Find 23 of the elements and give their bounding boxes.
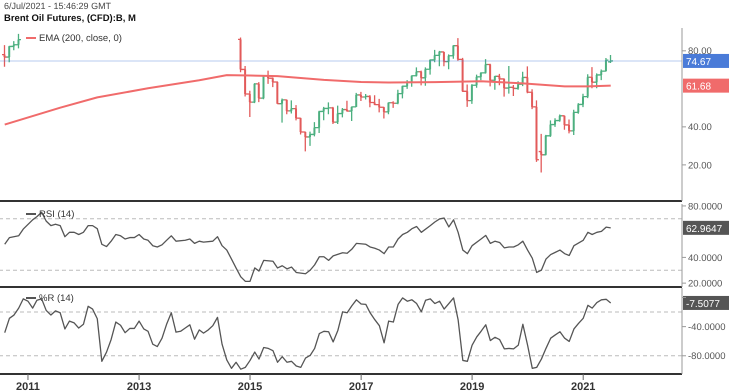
x-tick-label: 2011 bbox=[16, 380, 40, 392]
legend-label: %R (14) bbox=[38, 292, 75, 304]
x-tick-label: 2019 bbox=[460, 380, 484, 392]
text: -7.5077 bbox=[686, 298, 720, 310]
x-tick-label: 2015 bbox=[238, 380, 262, 392]
x-tick-label: 2013 bbox=[126, 380, 152, 392]
text: 62.9647 bbox=[686, 224, 723, 235]
x-tick-label: 2021 bbox=[570, 380, 596, 392]
line-series bbox=[4, 212, 612, 282]
ref-line-label: 74.67 bbox=[686, 56, 712, 68]
y-tick-label: 80.0000 bbox=[688, 201, 722, 212]
legend-label: EMA (200, close, 0) bbox=[38, 32, 123, 44]
y-tick-label: 20.0000 bbox=[688, 278, 722, 290]
line-series bbox=[4, 74, 612, 126]
y-tick-label: -80.0000 bbox=[688, 351, 726, 362]
y-tick-label: -40.0000 bbox=[688, 322, 726, 333]
text: 61.68 bbox=[686, 82, 712, 93]
y-tick-label: 40.0000 bbox=[688, 252, 722, 264]
x-tick-label: 2017 bbox=[348, 380, 374, 392]
chart-subtitle: 6/Jul/2021 - 15:46:29 GMT bbox=[4, 0, 112, 12]
y-tick-label: 20.00 bbox=[688, 160, 712, 172]
y-tick-label: 40.00 bbox=[688, 122, 712, 134]
chart-title: Brent Oil Futures, (CFD):B, M bbox=[4, 12, 136, 25]
